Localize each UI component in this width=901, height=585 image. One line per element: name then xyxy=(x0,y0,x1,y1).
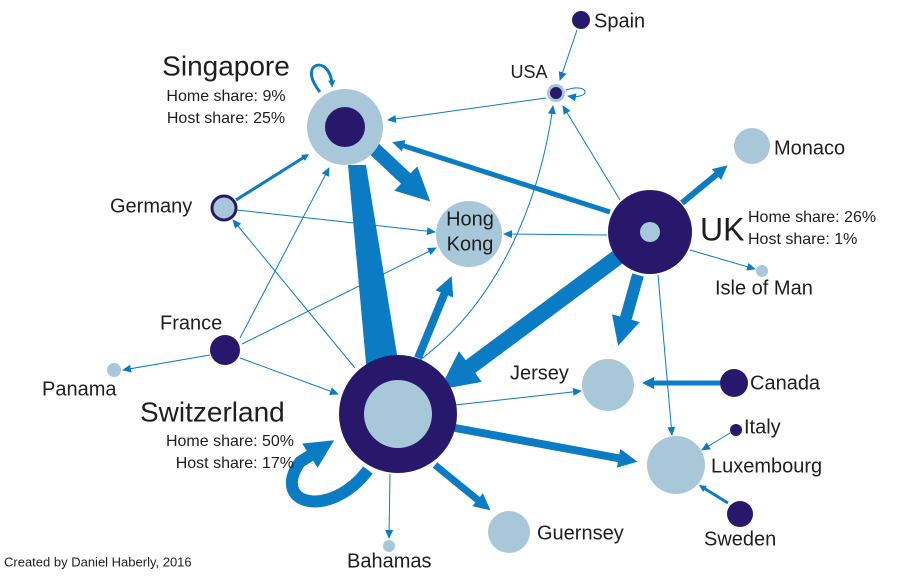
self-loop xyxy=(286,440,373,508)
node xyxy=(436,201,502,267)
node-label: Isle of Man xyxy=(715,277,813,299)
nodes: Singapore Home share: 9% Host share: 25% US… xyxy=(42,10,876,572)
edge xyxy=(701,432,731,451)
node-label: Italy xyxy=(744,416,781,438)
node-label: Hong xyxy=(446,208,494,230)
node xyxy=(720,369,748,397)
edge xyxy=(385,473,394,539)
edge xyxy=(122,354,211,373)
node-label: France xyxy=(160,312,222,334)
edge xyxy=(657,274,676,436)
node xyxy=(582,359,634,411)
edge xyxy=(680,165,728,206)
node xyxy=(488,511,530,553)
node-label: Panama xyxy=(42,378,117,400)
edge xyxy=(235,154,310,202)
host-share: Host share: 1% xyxy=(748,231,857,248)
node-label: Sweden xyxy=(704,528,776,550)
node-core xyxy=(640,222,660,242)
node xyxy=(727,501,753,527)
edge xyxy=(503,230,608,239)
edge xyxy=(432,462,491,511)
edge xyxy=(689,249,756,271)
host-share: Host share: 25% xyxy=(167,110,285,127)
self-loop xyxy=(565,87,586,102)
node xyxy=(734,128,770,164)
edge xyxy=(454,424,638,468)
node-core xyxy=(550,87,562,99)
node xyxy=(647,436,705,494)
home-share: Home share: 26% xyxy=(748,209,876,226)
node-core xyxy=(325,107,365,147)
node xyxy=(572,11,590,29)
edge xyxy=(239,357,339,395)
node-label: Kong xyxy=(447,233,494,255)
node xyxy=(210,194,238,222)
node xyxy=(730,424,742,436)
edge xyxy=(392,140,611,215)
node xyxy=(383,540,395,552)
edge xyxy=(612,273,644,346)
edge xyxy=(562,105,621,201)
node-label: Switzerland xyxy=(140,396,285,427)
node-label: Luxembourg xyxy=(711,455,822,477)
node-label: Germany xyxy=(110,195,192,217)
edge xyxy=(454,387,582,406)
edge xyxy=(558,29,578,81)
edge xyxy=(387,97,547,123)
edge xyxy=(698,485,729,505)
home-share: Home share: 50% xyxy=(166,433,294,450)
node-label: Canada xyxy=(750,372,821,394)
node-label: Bahamas xyxy=(347,550,432,572)
node xyxy=(107,363,121,377)
node-core xyxy=(364,380,432,448)
edge xyxy=(414,276,454,360)
node-label: USA xyxy=(510,62,547,82)
edge xyxy=(232,219,356,369)
self-loop xyxy=(309,63,336,93)
edge xyxy=(236,209,436,236)
edge xyxy=(363,137,431,202)
node-label: Monaco xyxy=(774,137,845,159)
node-label: Jersey xyxy=(510,362,569,384)
node xyxy=(210,335,240,365)
edge xyxy=(241,247,437,345)
edge xyxy=(239,167,330,339)
credit: Created by Daniel Haberly, 2016 xyxy=(4,554,192,569)
node-label: Singapore xyxy=(162,50,290,81)
home-share: Home share: 9% xyxy=(166,88,285,105)
edge xyxy=(348,165,402,385)
edge xyxy=(419,105,556,361)
edge xyxy=(444,243,643,383)
node-label: Guernsey xyxy=(537,522,624,544)
node-label: Spain xyxy=(594,10,645,32)
node xyxy=(756,265,768,277)
host-share: Host share: 17% xyxy=(176,455,294,472)
node-label: UK xyxy=(700,211,744,247)
edges xyxy=(122,29,756,539)
